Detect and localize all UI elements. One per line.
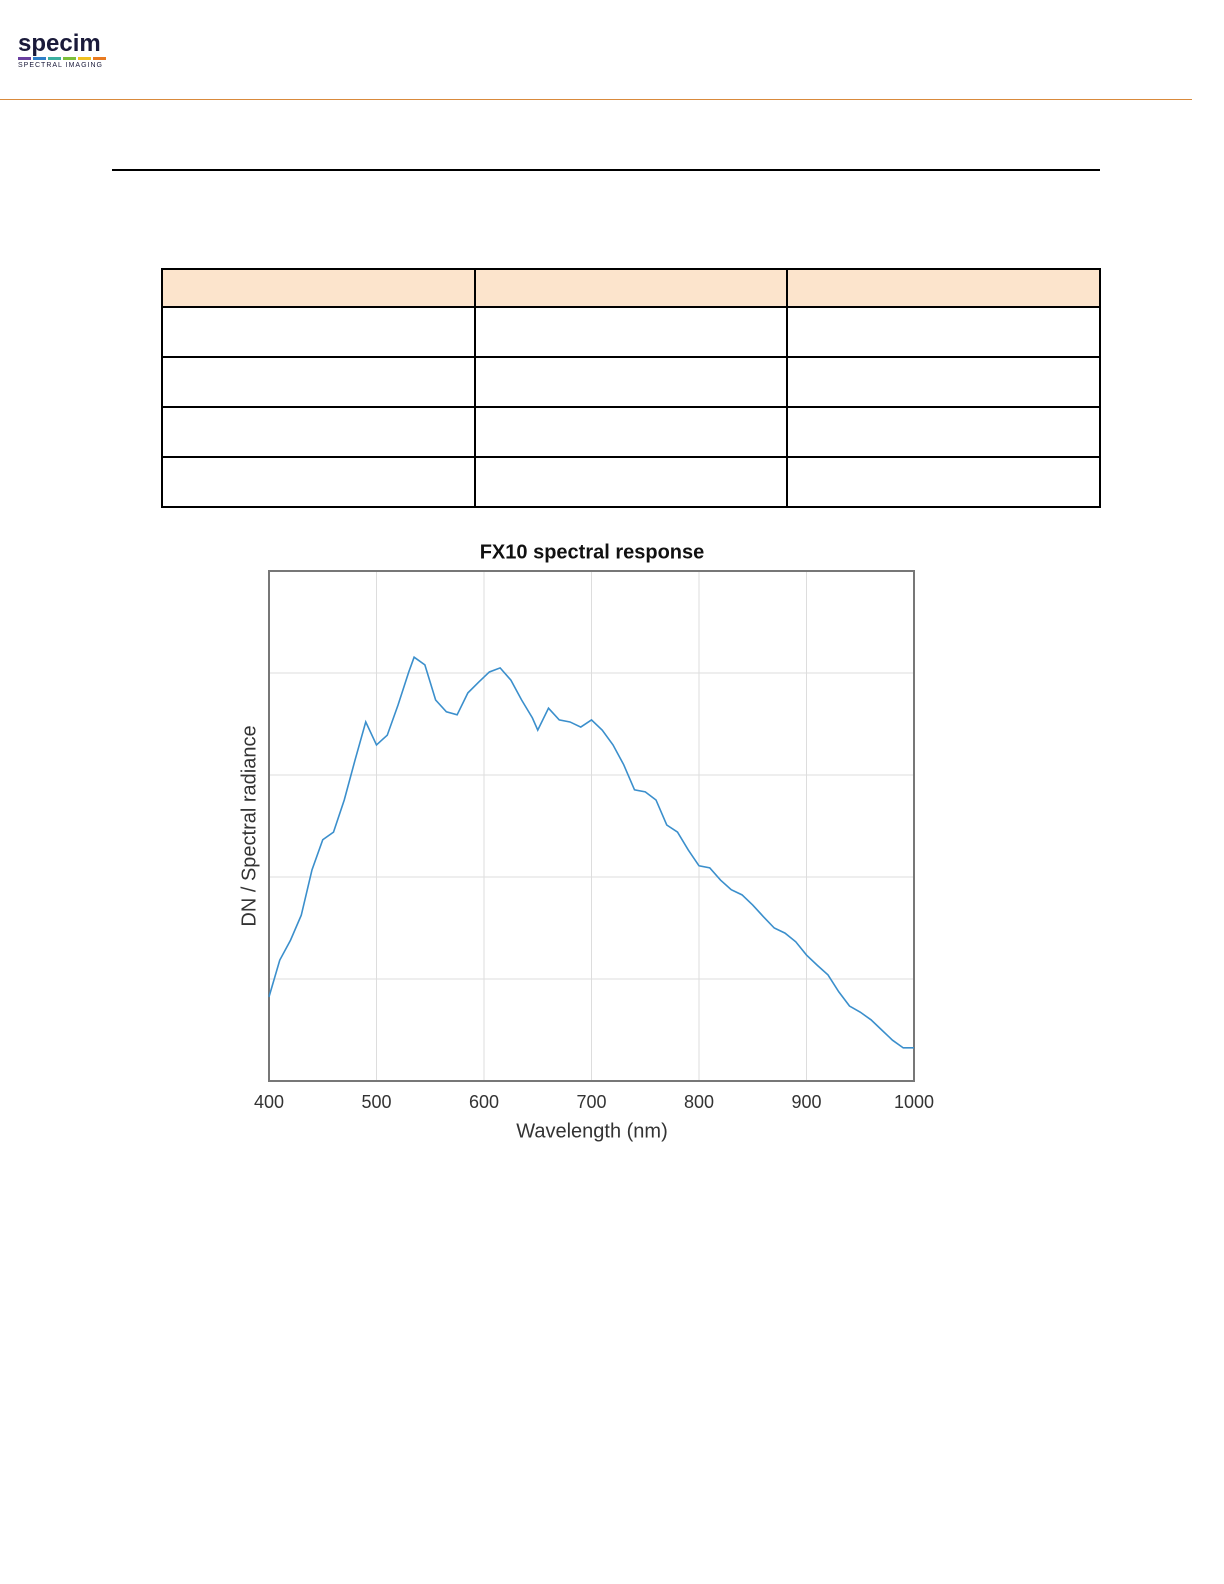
- x-tick-label: 800: [684, 1092, 714, 1112]
- y-axis-label: DN / Spectral radiance: [238, 725, 260, 926]
- x-tick-label: 600: [469, 1092, 499, 1112]
- x-tick-label: 900: [791, 1092, 821, 1112]
- plot-frame: [268, 570, 915, 1082]
- chart-title: FX10 spectral response: [480, 541, 705, 563]
- logo-bar: [18, 57, 106, 60]
- x-axis-label: Wavelength (nm): [516, 1120, 668, 1142]
- data-line: [268, 655, 914, 1049]
- logo-tagline: SPECTRAL IMAGING: [18, 62, 103, 69]
- x-tick-label: 400: [254, 1092, 284, 1112]
- header-rule: [0, 99, 1192, 100]
- table: [161, 268, 1101, 508]
- section-rule: [112, 169, 1100, 171]
- logo-word: specim: [18, 30, 101, 57]
- x-tick-label: 1000: [894, 1092, 934, 1112]
- x-tick-label: 700: [576, 1092, 606, 1112]
- x-tick-label: 500: [361, 1092, 391, 1112]
- logo: specim SPECTRAL IMAGING: [18, 32, 106, 69]
